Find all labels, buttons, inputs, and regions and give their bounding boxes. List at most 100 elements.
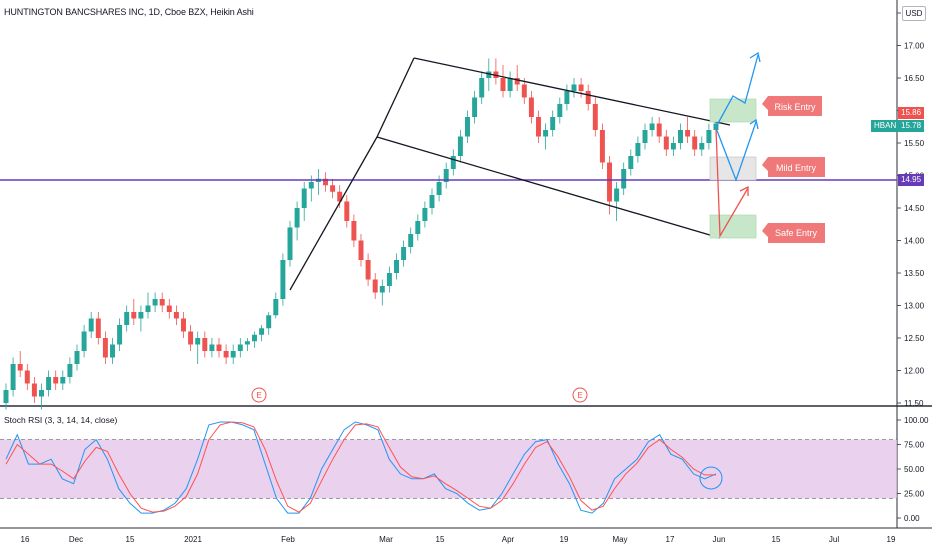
candle-body [173,312,179,319]
rsi-tick-label: 25.00 [904,490,925,499]
channel-lower-line[interactable] [376,136,721,239]
candle-body [557,104,563,117]
candle [95,312,101,345]
candle-body [308,182,314,189]
safe-entry-callout[interactable]: Safe Entry [762,223,825,243]
price-axis[interactable]: 11.5012.0012.5013.0013.5014.0014.5015.00… [897,9,925,408]
rsi-circle-annotation[interactable] [699,466,723,490]
risk-entry-zone[interactable] [709,98,757,123]
candle [699,136,705,156]
mild-entry-zone[interactable] [709,156,757,181]
earnings-marker-1[interactable]: E [251,387,267,403]
candle [287,221,293,267]
mild-projection-arrow[interactable] [715,121,757,182]
candle-body [656,123,662,137]
candle [330,178,336,199]
candle-body [592,104,598,130]
candle-body [3,390,9,403]
candle-body [223,351,229,358]
candle-body [181,318,186,332]
candle [649,117,655,137]
earnings-marker-2[interactable]: E [572,387,588,403]
price-tick-label: 14.50 [904,204,925,213]
time-tick-label: 2021 [184,535,202,544]
risk-entry-callout[interactable]: Risk Entry [762,96,822,116]
currency-button[interactable]: USD [902,6,926,21]
candle-body [330,185,336,192]
candle-body [394,260,399,273]
candle [294,201,300,241]
price-tick-label: 13.00 [904,302,925,311]
candle [372,273,378,299]
candle-body [543,130,549,137]
safe-entry-label: Safe Entry [775,228,818,238]
candle [663,130,669,156]
candle [450,149,456,176]
impulse-line[interactable] [289,136,378,291]
candle [67,357,73,384]
candle-body [138,312,144,319]
time-tick-label: 15 [126,535,135,544]
candle-body [429,195,435,208]
candle [60,370,66,390]
candle-body [649,123,655,130]
channel-upper-line[interactable] [413,57,731,126]
rsi-band [0,439,897,499]
candle [443,162,449,189]
candle [564,84,570,111]
candle-body [202,338,208,351]
candle [678,123,683,150]
candle [259,325,265,342]
time-tick-label: 16 [21,535,30,544]
candle-body [443,169,449,182]
candle-body [628,156,634,169]
candle [628,149,634,176]
candle-body [273,299,279,316]
candle-body [67,364,73,377]
candle [557,97,563,124]
candle-body [571,84,577,91]
candle-body [379,286,385,293]
candle-body [60,377,66,384]
candle [408,227,414,254]
safe-projection-arrow[interactable] [715,128,749,239]
mild-entry-callout[interactable]: Mild Entry [762,157,825,177]
candle [152,292,158,312]
time-tick-label: 19 [887,535,896,544]
candle [536,110,541,143]
candle-body [479,78,485,98]
price-tick-label: 11.50 [904,399,924,408]
price-pane[interactable] [0,0,897,405]
last-price-tag: 15.78 [898,120,925,132]
candle-body [31,383,37,397]
candle-body [472,97,478,117]
candle [401,240,407,267]
time-axis[interactable]: 16 Dec 15 2021 Feb Mar 15 Apr 19 May 17 Jun 15 Jul 19 [21,535,896,544]
safe-arrowhead [739,185,749,196]
rsi-axis[interactable]: 100.00 75.00 50.00 25.00 0.00 [897,416,929,523]
candle [550,110,556,137]
time-tick-label: 15 [436,535,445,544]
rsi-indicator-label[interactable]: Stoch RSI (3, 3, 14, 14, close) [4,415,118,425]
candle-body [280,260,286,299]
safe-entry-zone[interactable] [709,214,757,239]
channel-left-line[interactable] [376,57,415,138]
price-tick-label: 17.00 [904,42,925,51]
candle [202,331,208,358]
time-tick-label: 17 [666,535,675,544]
time-tick-label: Feb [281,535,295,544]
candle-body [152,299,158,306]
time-tick-label: 15 [772,535,781,544]
candle [323,172,328,192]
risk-projection-arrow[interactable] [715,54,759,128]
time-tick-label: Dec [69,535,83,544]
candle-body [450,156,456,169]
candle [39,383,44,410]
candle-body [24,370,30,384]
candle [138,305,144,332]
candle [507,71,513,98]
candle [472,91,478,124]
candle-body [81,331,87,351]
